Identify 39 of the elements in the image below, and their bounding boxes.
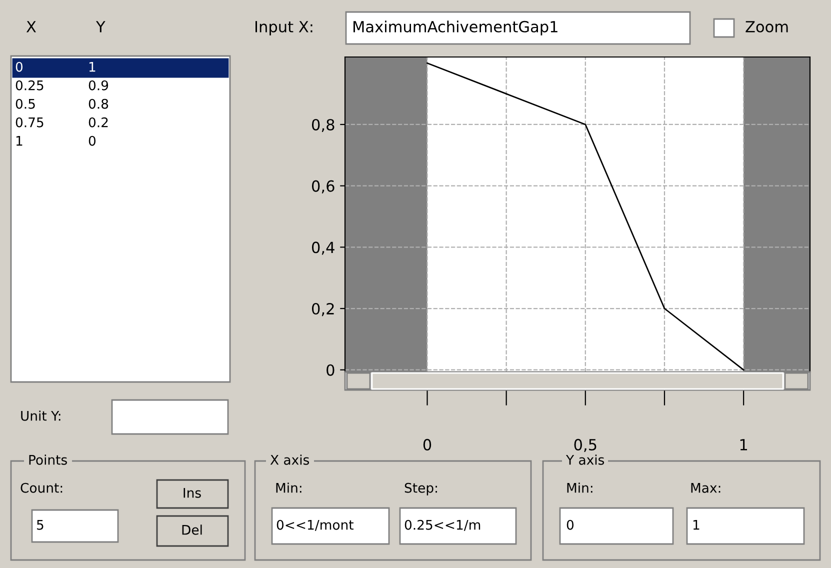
- text: 0.5: [16, 98, 35, 109]
- text: 0.9: [88, 80, 108, 90]
- text: Y: [96, 21, 106, 32]
- x-tick-label: 0,5: [574, 438, 596, 452]
- text: 0: [16, 62, 23, 72]
- y-tick-label: 0: [326, 364, 334, 376]
- text: Min:: [567, 482, 592, 493]
- text: 0<<1/mont: [276, 520, 354, 531]
- y-tick-label: 0,8: [312, 118, 334, 132]
- text: 1: [693, 520, 700, 530]
- text: 0: [566, 520, 574, 530]
- text: Unit Y:: [21, 410, 60, 421]
- text: Ins: [184, 488, 201, 498]
- text: Y axis: [566, 454, 604, 465]
- text: 0.25: [16, 80, 44, 90]
- text: X: [26, 21, 36, 32]
- text: MaximumAchivementGap1: [354, 20, 558, 36]
- y-tick-label: 0,4: [312, 242, 334, 255]
- text: 0.2: [88, 117, 108, 128]
- text: 0.25<<1/m: [404, 520, 480, 531]
- text: Max:: [691, 483, 720, 493]
- text: 1: [89, 62, 96, 72]
- y-tick-label: 0,6: [312, 180, 334, 194]
- text: Input X:: [256, 21, 312, 36]
- text: X axis: [270, 454, 310, 465]
- text: Points: [29, 454, 67, 465]
- text: 0: [88, 136, 96, 146]
- x-tick-label: 1: [740, 439, 748, 450]
- text: Del: [182, 524, 202, 535]
- text: 5: [37, 520, 44, 530]
- text: Step:: [404, 482, 437, 496]
- text: Min:: [276, 482, 302, 493]
- text: 1: [16, 136, 22, 146]
- y-tick-label: 0,2: [312, 302, 334, 316]
- text: Zoom: [746, 21, 788, 32]
- text: Count:: [20, 482, 62, 493]
- text: 0.8: [88, 98, 108, 109]
- text: 0.75: [16, 117, 44, 128]
- x-tick-label: 0: [423, 438, 432, 450]
